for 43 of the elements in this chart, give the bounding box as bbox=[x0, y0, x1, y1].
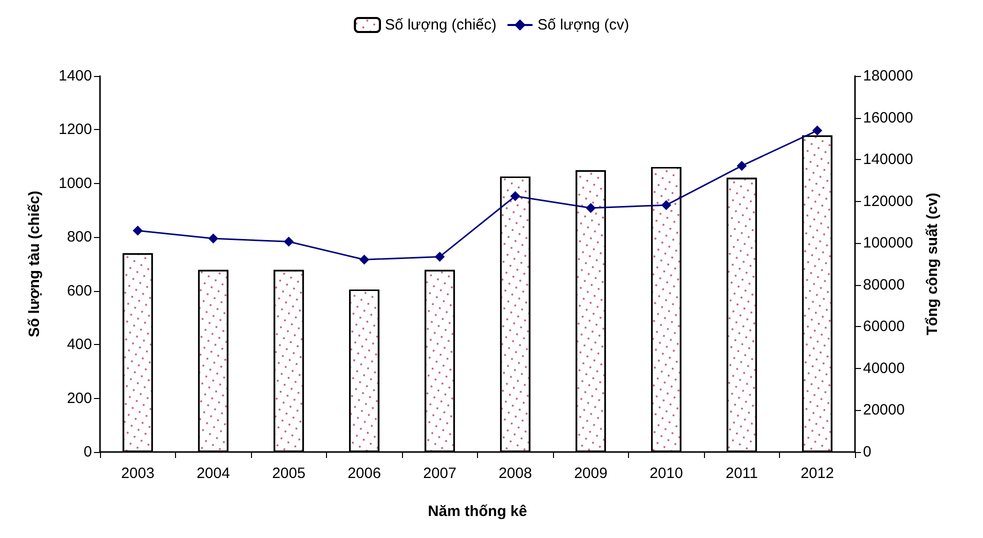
y-tick-label: 0 bbox=[84, 444, 92, 460]
y-tick-label: 600 bbox=[66, 282, 92, 300]
x-axis-title: Năm thống kê bbox=[428, 503, 528, 520]
y2-tick-label: 60000 bbox=[863, 318, 905, 336]
y2-tick-label: 120000 bbox=[863, 192, 914, 210]
legend-label: Số lượng (cv) bbox=[538, 16, 630, 34]
y2-tick-label: 180000 bbox=[863, 68, 914, 84]
point bbox=[586, 203, 596, 214]
y-tick-label: 1400 bbox=[58, 68, 92, 84]
point bbox=[510, 191, 520, 202]
point bbox=[434, 252, 445, 262]
point bbox=[132, 226, 143, 236]
y2-tick-label: 160000 bbox=[863, 109, 914, 126]
x-tick-label: 2006 bbox=[348, 465, 381, 482]
legend-label: Số lượng (chiếc) bbox=[384, 16, 497, 34]
y-tick-label: 1000 bbox=[58, 174, 92, 192]
point bbox=[208, 234, 218, 244]
point bbox=[812, 126, 822, 136]
y2-tick-label: 140000 bbox=[863, 151, 914, 168]
x-tick-label: 2003 bbox=[121, 465, 154, 482]
x-tick-label: 2010 bbox=[650, 465, 683, 482]
y-axis-title: Số lượng tàu (chiếc) bbox=[26, 190, 43, 338]
y-tick-label: 800 bbox=[66, 228, 92, 246]
y2-tick-label: 40000 bbox=[863, 360, 905, 377]
x-tick-label: 2009 bbox=[574, 465, 608, 482]
x-tick-label: 2011 bbox=[726, 465, 758, 482]
y-tick-label: 200 bbox=[66, 390, 92, 407]
x-tick-label: 2005 bbox=[272, 465, 306, 482]
x-tick-label: 2008 bbox=[498, 465, 532, 482]
y2-axis-title: Tổng công suất (cv) bbox=[924, 192, 941, 336]
y2-tick-label: 80000 bbox=[863, 276, 905, 294]
y-tick-label: 1200 bbox=[58, 121, 92, 138]
point bbox=[736, 160, 747, 171]
y-tick-label: 400 bbox=[66, 336, 92, 354]
point bbox=[661, 200, 672, 210]
x-tick-label: 2012 bbox=[800, 465, 834, 482]
point bbox=[359, 254, 370, 265]
x-tick-label: 2004 bbox=[196, 465, 230, 482]
y2-tick-label: 100000 bbox=[863, 234, 914, 252]
y2-tick-label: 20000 bbox=[863, 402, 905, 419]
y2-tick-label: 0 bbox=[863, 444, 872, 460]
point bbox=[284, 236, 294, 247]
x-tick-label: 2007 bbox=[423, 465, 456, 482]
